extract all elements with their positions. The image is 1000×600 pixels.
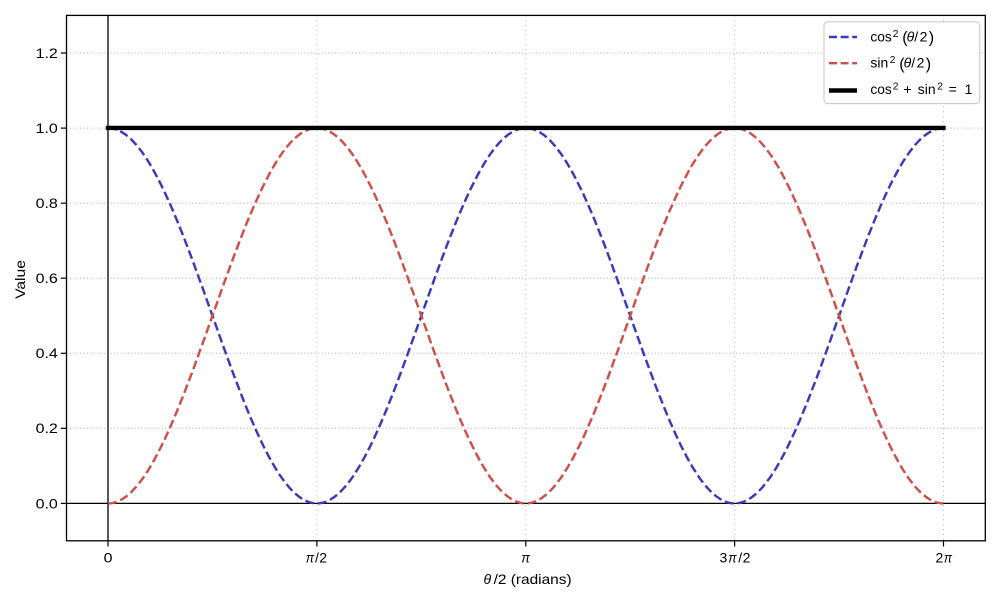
svg-text:cos: cos bbox=[870, 81, 891, 97]
svg-text:+: + bbox=[903, 81, 911, 97]
svg-text:(: ( bbox=[899, 56, 905, 73]
svg-text:sin: sin bbox=[870, 55, 888, 71]
svg-text:2: 2 bbox=[319, 550, 327, 566]
svg-text:3: 3 bbox=[720, 550, 728, 566]
svg-text:2: 2 bbox=[890, 55, 896, 66]
svg-text:2: 2 bbox=[743, 550, 751, 566]
svg-text:θ: θ bbox=[907, 28, 915, 44]
svg-text:0: 0 bbox=[104, 550, 113, 566]
svg-text:/: / bbox=[911, 55, 915, 71]
svg-text:(: ( bbox=[902, 30, 908, 47]
svg-text:0.6: 0.6 bbox=[36, 270, 58, 286]
svg-text:0.8: 0.8 bbox=[36, 195, 58, 211]
svg-text:/: / bbox=[315, 550, 319, 566]
svg-text:): ) bbox=[929, 30, 934, 47]
svg-text:2: 2 bbox=[893, 29, 899, 40]
svg-text:1.0: 1.0 bbox=[36, 120, 58, 136]
svg-text:2: 2 bbox=[920, 28, 928, 44]
svg-text:π: π bbox=[306, 550, 315, 566]
svg-text:π: π bbox=[521, 550, 530, 566]
svg-text:/: / bbox=[738, 550, 742, 566]
svg-text:/2 (radians): /2 (radians) bbox=[494, 571, 572, 587]
svg-text:1: 1 bbox=[965, 81, 973, 97]
svg-text:/: / bbox=[914, 28, 918, 44]
svg-text:π: π bbox=[944, 550, 953, 566]
svg-text:2: 2 bbox=[937, 82, 943, 93]
svg-text:sin: sin bbox=[918, 81, 936, 97]
svg-text:): ) bbox=[926, 56, 931, 73]
svg-text:Value: Value bbox=[12, 260, 28, 299]
svg-text:θ: θ bbox=[484, 571, 492, 587]
svg-text:2: 2 bbox=[893, 82, 899, 93]
svg-text:2: 2 bbox=[917, 55, 925, 71]
svg-text:π: π bbox=[728, 550, 737, 566]
svg-text:0.0: 0.0 bbox=[36, 495, 58, 511]
svg-text:0.2: 0.2 bbox=[36, 420, 58, 436]
svg-text:0.4: 0.4 bbox=[36, 345, 58, 361]
svg-text:2: 2 bbox=[936, 550, 944, 566]
svg-text:1.2: 1.2 bbox=[36, 45, 58, 61]
svg-text:=: = bbox=[949, 81, 957, 97]
svg-text:cos: cos bbox=[870, 28, 891, 44]
svg-text:θ: θ bbox=[904, 55, 912, 71]
